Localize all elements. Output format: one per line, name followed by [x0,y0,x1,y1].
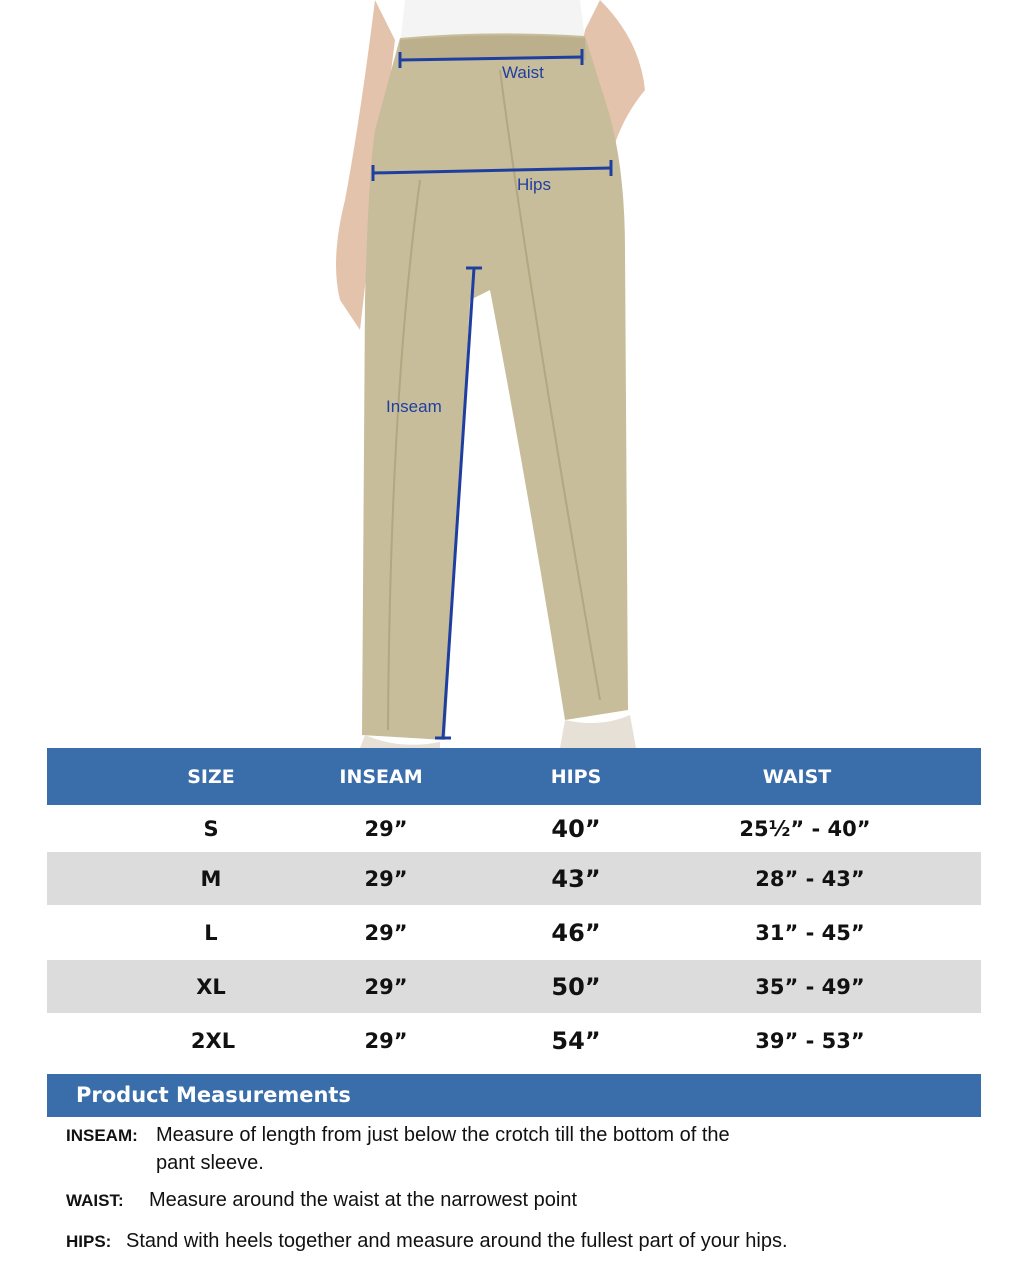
product-photo: Waist Hips Inseam [336,0,645,748]
inseam-cell: 29” [364,1028,408,1053]
hips-cell: 46” [551,918,601,947]
definition-term: WAIST: [66,1191,124,1210]
definition-text: Measure around the waist at the narrowes… [149,1189,578,1211]
hips-cell: 43” [551,864,601,893]
table-row: L 29” 46” 31” - 45” [47,905,981,960]
waist-measure-line [398,49,584,68]
definition-text: pant sleeve. [156,1152,264,1174]
definition-term: INSEAM: [66,1126,138,1145]
size-cell: XL [196,974,226,999]
table-row: S 29” 40” 25½” - 40” [47,805,981,852]
waist-cell: 35” - 49” [755,974,865,999]
definition-text: Stand with heels together and measure ar… [126,1230,788,1252]
waist-cell: 28” - 43” [755,866,865,891]
header-inseam: INSEAM [339,765,423,788]
size-table-body: S 29” 40” 25½” - 40” M 29” 43” 28” - 43”… [47,805,981,1068]
hips-cell: 54” [551,1026,601,1055]
model-figure [336,0,645,748]
product-measurements-heading: Product Measurements [47,1074,981,1117]
header-waist: WAIST [762,765,832,788]
size-cell: S [203,816,219,841]
waist-label: Waist [502,63,544,82]
waist-cell: 31” - 45” [755,920,865,945]
inseam-cell: 29” [364,920,408,945]
inseam-cell: 29” [364,816,408,841]
definition-text: Measure of length from just below the cr… [156,1124,730,1146]
inseam-label: Inseam [386,397,442,416]
hips-cell: 50” [551,972,601,1001]
inseam-measure-line [435,266,482,740]
definition-term: HIPS: [66,1232,112,1251]
table-row: 2XL 29” 54” 39” - 53” [47,1013,981,1068]
hips-cell: 40” [551,814,601,843]
header-hips: HIPS [550,765,602,788]
size-cell: L [204,920,218,945]
table-row: M 29” 43” 28” - 43” [47,852,981,905]
table-row: XL 29” 50” 35” - 49” [47,960,981,1013]
size-table-header: SIZE INSEAM HIPS WAIST [47,748,981,805]
hips-label: Hips [517,175,551,194]
size-cell: 2XL [190,1028,236,1053]
inseam-cell: 29” [364,866,408,891]
header-size: SIZE [187,765,235,788]
inseam-cell: 29” [364,974,408,999]
size-cell: M [200,866,222,891]
waist-cell: 25½” - 40” [739,816,871,841]
hips-measure-line [371,160,613,181]
waist-cell: 39” - 53” [755,1028,865,1053]
